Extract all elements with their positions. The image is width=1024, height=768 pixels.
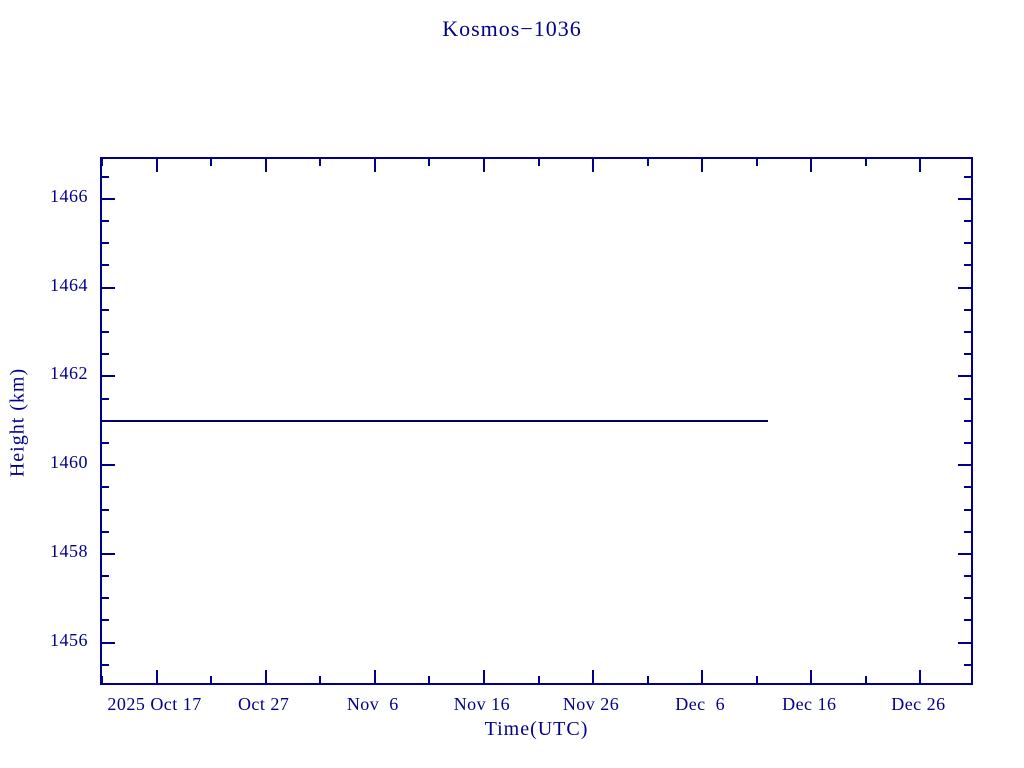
y-axis-tick-minor: [964, 575, 971, 578]
y-axis-tick-minor: [964, 397, 971, 400]
y-axis-tick-minor: [102, 308, 109, 311]
y-axis-tick-minor: [102, 264, 109, 267]
x-axis-tick-major: [701, 670, 704, 683]
x-axis-tick-major: [810, 159, 813, 172]
x-axis-tick-major: [919, 159, 922, 172]
y-axis-tick-minor: [964, 331, 971, 334]
y-axis-tick-minor: [102, 530, 109, 533]
x-axis-tick-minor: [210, 159, 213, 166]
x-axis-tick-major: [264, 159, 267, 172]
y-axis-tick-major: [958, 375, 971, 378]
y-axis-tick-minor: [964, 419, 971, 422]
x-axis-tick-minor: [102, 159, 103, 166]
y-axis-tick-minor: [102, 619, 109, 622]
y-axis-tick-major: [102, 552, 115, 555]
x-axis-tick-label: Nov 26: [562, 694, 620, 714]
x-axis-tick-major: [919, 670, 922, 683]
y-axis-tick-minor: [102, 575, 109, 578]
y-axis-tick-minor: [964, 175, 971, 178]
x-axis-tick-minor: [428, 159, 431, 166]
y-axis-tick-minor: [964, 441, 971, 444]
y-axis-tick-label: 1458: [50, 540, 88, 561]
y-axis-tick-major: [102, 375, 115, 378]
y-axis-tick-major: [958, 197, 971, 200]
y-axis-tick-minor: [964, 220, 971, 223]
y-axis-tick-minor: [964, 242, 971, 245]
y-axis-tick-minor: [102, 242, 109, 245]
x-axis-tick-minor: [319, 159, 322, 166]
x-axis-tick-major: [592, 159, 595, 172]
y-axis-tick-minor: [964, 508, 971, 511]
x-axis-tick-label: Dec 16: [782, 694, 837, 714]
y-axis-tick-minor: [964, 530, 971, 533]
x-axis-tick-label: Nov 6: [346, 694, 399, 714]
x-axis-tick-minor: [755, 159, 758, 166]
x-axis-tick-label: Nov 16: [453, 694, 511, 714]
y-axis-tick-minor: [964, 619, 971, 622]
y-axis-tick-label: 1466: [50, 185, 88, 206]
x-axis-tick-major: [810, 670, 813, 683]
y-axis-tick-minor: [964, 353, 971, 356]
x-axis-tick-major: [264, 670, 267, 683]
plot-inner: [102, 159, 971, 683]
x-axis-tick-major: [592, 670, 595, 683]
y-axis-tick-minor: [102, 441, 109, 444]
data-series-line: [102, 419, 768, 422]
x-axis-tick-label: 2025 Oct 17: [107, 694, 202, 714]
y-axis-tick-major: [102, 641, 115, 644]
x-axis-tick-label: Dec 6: [675, 694, 726, 714]
x-axis-tick-major: [701, 159, 704, 172]
x-axis-tick-major: [373, 159, 376, 172]
y-axis-tick-label: 1462: [50, 363, 88, 384]
x-axis-tick-minor: [646, 676, 649, 683]
x-axis-tick-minor: [537, 159, 540, 166]
y-axis-tick-major: [102, 197, 115, 200]
x-axis-tick-minor: [428, 676, 431, 683]
x-axis-tick-label: Dec 26: [891, 694, 946, 714]
y-axis-tick-minor: [964, 486, 971, 489]
y-axis-tick-minor: [102, 486, 109, 489]
x-axis-tick-minor: [646, 159, 649, 166]
y-axis-tick-minor: [102, 175, 109, 178]
y-axis-tick-label: 1464: [50, 274, 88, 295]
x-axis-tick-major: [482, 670, 485, 683]
x-axis-tick-major: [155, 670, 158, 683]
y-axis-tick-minor: [964, 308, 971, 311]
x-axis-title: Time(UTC): [484, 718, 589, 740]
chart-title: Kosmos−1036: [442, 16, 582, 41]
x-axis-tick-minor: [210, 676, 213, 683]
y-axis-tick-major: [102, 464, 115, 467]
y-axis-tick-minor: [102, 353, 109, 356]
y-axis-tick-minor: [964, 597, 971, 600]
x-axis-tick-minor: [755, 676, 758, 683]
y-axis-tick-minor: [102, 397, 109, 400]
x-axis-tick-minor: [319, 676, 322, 683]
x-axis-tick-minor: [864, 159, 867, 166]
y-axis-tick-label: 1456: [50, 629, 88, 650]
y-axis-tick-major: [958, 641, 971, 644]
y-axis-tick-minor: [102, 597, 109, 600]
y-axis-tick-major: [958, 552, 971, 555]
y-axis-tick-minor: [102, 331, 109, 334]
x-axis-tick-major: [373, 670, 376, 683]
y-axis-tick-minor: [964, 264, 971, 267]
x-axis-tick-minor: [537, 676, 540, 683]
x-axis-tick-label: Oct 27: [237, 694, 290, 714]
x-axis-tick-minor: [102, 676, 103, 683]
y-axis-tick-label: 1460: [50, 452, 88, 473]
y-axis-tick-major: [102, 286, 115, 289]
x-axis-tick-minor: [864, 676, 867, 683]
x-axis-tick-major: [482, 159, 485, 172]
plot-area: [100, 157, 973, 685]
y-axis-tick-minor: [102, 220, 109, 223]
y-axis-tick-minor: [964, 663, 971, 666]
y-axis-tick-major: [958, 464, 971, 467]
y-axis-tick-minor: [102, 508, 109, 511]
y-axis-tick-major: [958, 286, 971, 289]
y-axis-tick-minor: [102, 663, 109, 666]
x-axis-tick-major: [155, 159, 158, 172]
